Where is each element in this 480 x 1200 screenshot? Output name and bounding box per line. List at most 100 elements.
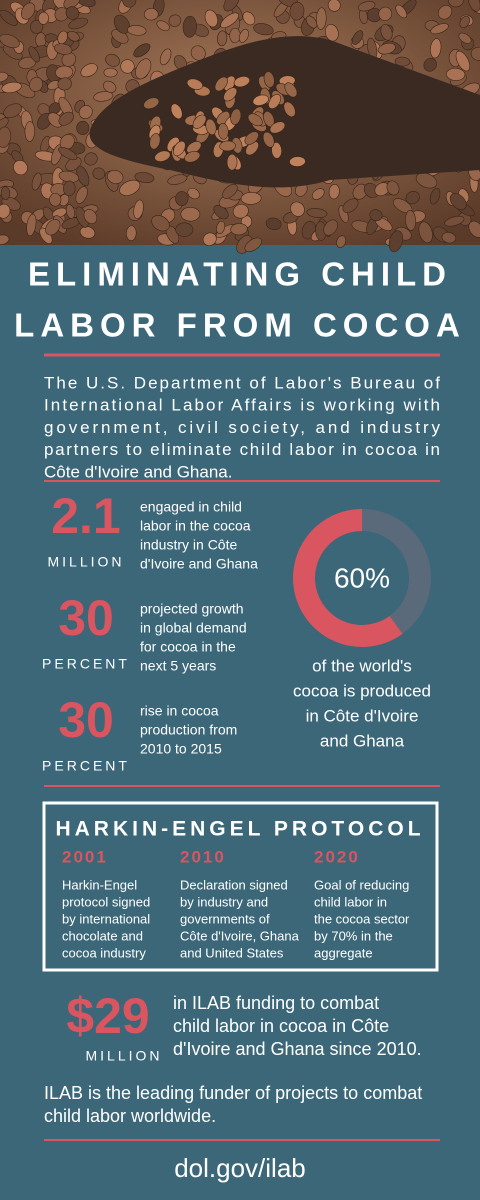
- bean: [429, 187, 441, 205]
- year: 2020: [314, 847, 360, 866]
- bean: [192, 114, 207, 129]
- bean: [58, 147, 78, 161]
- year: 2001: [62, 847, 108, 866]
- bean: [149, 133, 161, 150]
- bean: [120, 59, 135, 74]
- mtext: Goal of reducing: [314, 877, 409, 892]
- bean: [328, 183, 340, 200]
- bean: [230, 108, 242, 125]
- bean: [418, 221, 433, 244]
- bean: [448, 0, 464, 8]
- cap: of the world's: [312, 656, 412, 675]
- mtext: protocol signed: [62, 894, 150, 909]
- bean: [430, 38, 442, 59]
- beans-in-hand: [143, 71, 306, 171]
- mtext: the cocoa sector: [314, 911, 410, 926]
- bean: [180, 206, 201, 222]
- bean: [244, 237, 262, 253]
- bean: [28, 46, 40, 63]
- bean: [324, 24, 339, 42]
- bean: [133, 43, 151, 58]
- bean: [289, 156, 306, 167]
- bean: [269, 121, 286, 134]
- bean: [223, 87, 238, 102]
- mtext: chocolate and: [62, 928, 143, 943]
- big: 30: [58, 692, 114, 748]
- bean: [58, 111, 74, 126]
- bean: [80, 63, 98, 78]
- mtext: aggregate: [314, 945, 373, 960]
- bean: [311, 188, 325, 200]
- bean: [125, 225, 137, 241]
- bean: [0, 186, 11, 201]
- bean: [67, 30, 80, 42]
- fund: child labor worldwide.: [44, 1106, 216, 1126]
- bean: [113, 14, 131, 34]
- mtext: by 70% in the: [314, 928, 393, 943]
- bean: [394, 56, 411, 67]
- bean: [151, 215, 170, 232]
- bean: [103, 80, 117, 93]
- bean: [222, 183, 238, 199]
- bean: [186, 78, 203, 90]
- bean: [283, 101, 296, 118]
- bean: [217, 30, 228, 47]
- bean: [205, 118, 217, 136]
- bean: [217, 123, 229, 140]
- bean: [455, 50, 471, 72]
- bean: [47, 112, 63, 128]
- donut-label: 60%: [334, 562, 390, 593]
- bean: [327, 0, 341, 12]
- bean: [284, 82, 298, 98]
- mtext: governments of: [180, 911, 270, 926]
- bean: [103, 67, 118, 78]
- bean: [219, 140, 236, 152]
- bean: [57, 77, 72, 91]
- bean: [449, 193, 467, 211]
- bean: [21, 2, 36, 20]
- bean: [78, 105, 93, 119]
- bean: [441, 232, 457, 244]
- donut-segment: [293, 509, 403, 647]
- bean: [0, 71, 9, 83]
- unit: MILLION: [47, 554, 124, 570]
- url: dol.gov/ilab: [174, 1153, 306, 1183]
- bean: [369, 209, 383, 222]
- bean: [119, 179, 141, 196]
- bean: [446, 67, 466, 81]
- bean: [247, 113, 263, 127]
- bean: [230, 223, 248, 236]
- bean: [216, 220, 226, 234]
- mtext: and United States: [180, 945, 284, 960]
- mtext: cocoa industry: [62, 945, 146, 960]
- bean: [305, 15, 318, 29]
- bean: [262, 131, 275, 148]
- bean: [378, 6, 392, 21]
- unit: PERCENT: [42, 758, 130, 774]
- bean: [92, 167, 106, 180]
- small: next 5 years: [140, 658, 216, 674]
- small: production from: [140, 722, 237, 738]
- bean: [342, 198, 359, 213]
- bean: [380, 24, 393, 41]
- mtext: Côte d'Ivoire, Ghana: [180, 928, 300, 943]
- bean: [316, 7, 327, 30]
- bean: [45, 219, 61, 236]
- bean: [459, 15, 471, 28]
- bean: [175, 222, 194, 237]
- bean: [0, 126, 12, 148]
- bean: [229, 27, 241, 44]
- bean: [84, 152, 98, 166]
- bean: [167, 174, 188, 185]
- mtext: Harkin-Engel: [62, 877, 137, 892]
- bean: [156, 20, 170, 31]
- bean: [405, 210, 417, 231]
- bean: [395, 4, 408, 19]
- bean: [357, 1, 376, 12]
- bean: [54, 7, 69, 22]
- bean: [468, 0, 480, 12]
- small: rise in cocoa: [140, 703, 219, 719]
- bean: [388, 230, 403, 253]
- bean: [76, 120, 90, 135]
- bean: [31, 172, 42, 191]
